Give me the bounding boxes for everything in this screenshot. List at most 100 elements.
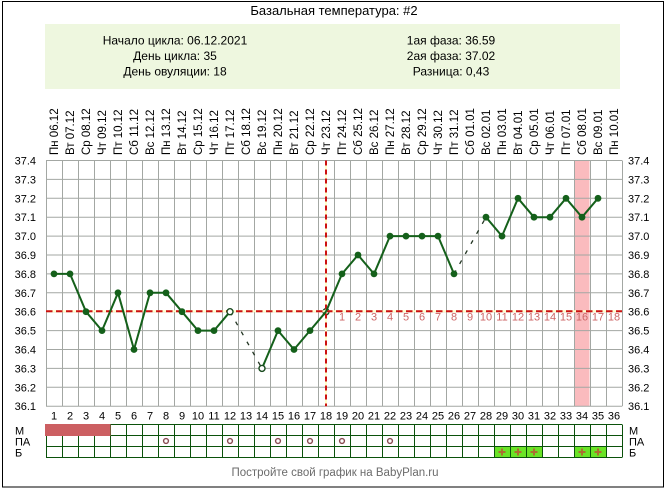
svg-text:Ср 05.01: Ср 05.01 — [529, 108, 541, 155]
svg-text:37.1: 37.1 — [15, 212, 36, 224]
svg-text:36.1: 36.1 — [628, 401, 649, 413]
svg-text:6: 6 — [419, 312, 425, 324]
svg-text:37.0: 37.0 — [628, 231, 649, 243]
svg-text:36.7: 36.7 — [15, 288, 36, 300]
svg-text:28: 28 — [480, 411, 492, 423]
svg-text:1: 1 — [51, 411, 57, 423]
svg-text:10: 10 — [192, 411, 204, 423]
svg-text:Сб 18.12: Сб 18.12 — [241, 108, 253, 155]
svg-text:12: 12 — [512, 312, 524, 324]
svg-text:Разница: 0,43: Разница: 0,43 — [413, 65, 490, 79]
svg-text:34: 34 — [576, 411, 588, 423]
svg-text:Вт 04.01: Вт 04.01 — [513, 110, 525, 155]
svg-text:8: 8 — [451, 312, 457, 324]
svg-text:36.3: 36.3 — [628, 363, 649, 375]
svg-text:Пн 13.12: Пн 13.12 — [161, 108, 173, 155]
svg-text:24: 24 — [416, 411, 428, 423]
svg-text:36.5: 36.5 — [15, 326, 36, 338]
svg-text:Ср 22.12: Ср 22.12 — [305, 108, 317, 155]
svg-text:5: 5 — [403, 312, 409, 324]
svg-text:12: 12 — [224, 411, 236, 423]
svg-text:29: 29 — [496, 411, 508, 423]
svg-text:Вс 12.12: Вс 12.12 — [145, 110, 157, 155]
svg-text:2: 2 — [355, 312, 361, 324]
svg-text:10: 10 — [480, 312, 492, 324]
svg-text:36.2: 36.2 — [628, 382, 649, 394]
svg-text:Вс 26.12: Вс 26.12 — [369, 110, 381, 155]
svg-text:36.9: 36.9 — [628, 250, 649, 262]
svg-text:9: 9 — [179, 411, 185, 423]
svg-text:День цикла: 35: День цикла: 35 — [133, 49, 217, 63]
svg-text:36.6: 36.6 — [15, 307, 36, 319]
svg-text:Пт 24.12: Пт 24.12 — [337, 109, 349, 155]
svg-text:2ая фаза: 37.02: 2ая фаза: 37.02 — [407, 49, 496, 63]
svg-text:1ая фаза: 36.59: 1ая фаза: 36.59 — [407, 34, 496, 48]
svg-text:9: 9 — [467, 312, 473, 324]
svg-text:Сб 08.01: Сб 08.01 — [577, 108, 589, 155]
svg-text:16: 16 — [576, 312, 588, 324]
svg-text:19: 19 — [336, 411, 348, 423]
svg-text:14: 14 — [256, 411, 268, 423]
svg-text:ПА: ПА — [629, 437, 645, 449]
svg-text:36.5: 36.5 — [628, 326, 649, 338]
svg-text:Пн 10.01: Пн 10.01 — [609, 108, 621, 155]
svg-text:21: 21 — [368, 411, 380, 423]
svg-text:Ср 08.12: Ср 08.12 — [81, 108, 93, 155]
svg-text:Ср 15.12: Ср 15.12 — [193, 108, 205, 155]
svg-text:День овуляции: 18: День овуляции: 18 — [123, 65, 227, 79]
svg-text:Пт 17.12: Пт 17.12 — [225, 109, 237, 155]
svg-text:36.1: 36.1 — [15, 401, 36, 413]
svg-text:36.9: 36.9 — [15, 250, 36, 262]
svg-text:18: 18 — [608, 312, 620, 324]
svg-text:11: 11 — [496, 312, 507, 324]
svg-text:Вс 02.01: Вс 02.01 — [481, 110, 493, 155]
svg-text:Б: Б — [15, 448, 22, 460]
svg-text:36.3: 36.3 — [15, 363, 36, 375]
svg-text:31: 31 — [528, 411, 540, 423]
svg-text:Пн 20.12: Пн 20.12 — [273, 108, 285, 155]
svg-text:23: 23 — [400, 411, 412, 423]
svg-text:36: 36 — [608, 411, 620, 423]
svg-text:Пн 27.12: Пн 27.12 — [385, 108, 397, 155]
svg-text:22: 22 — [384, 411, 396, 423]
svg-text:Чт 06.01: Чт 06.01 — [545, 110, 557, 155]
svg-text:37.4: 37.4 — [15, 156, 36, 168]
svg-text:20: 20 — [352, 411, 364, 423]
svg-text:5: 5 — [115, 411, 121, 423]
svg-text:4: 4 — [387, 312, 393, 324]
svg-text:13: 13 — [240, 411, 252, 423]
svg-text:М: М — [629, 426, 638, 438]
svg-text:26: 26 — [448, 411, 460, 423]
svg-text:7: 7 — [147, 411, 153, 423]
svg-text:17: 17 — [592, 312, 604, 324]
svg-text:30: 30 — [512, 411, 524, 423]
svg-text:11: 11 — [208, 411, 219, 423]
svg-text:Чт 23.12: Чт 23.12 — [321, 110, 333, 155]
svg-text:Сб 01.01: Сб 01.01 — [465, 108, 477, 155]
svg-text:17: 17 — [304, 411, 316, 423]
svg-text:Начало цикла: 06.12.2021: Начало цикла: 06.12.2021 — [103, 34, 248, 48]
svg-text:Постройте свой график на BabyP: Постройте свой график на BabyPlan.ru — [231, 467, 438, 479]
svg-text:15: 15 — [560, 312, 572, 324]
svg-text:3: 3 — [83, 411, 89, 423]
svg-text:Пт 07.01: Пт 07.01 — [561, 109, 573, 155]
svg-text:37.1: 37.1 — [628, 212, 649, 224]
svg-text:Вс 09.01: Вс 09.01 — [593, 110, 605, 155]
svg-text:М: М — [15, 426, 24, 438]
svg-text:37.4: 37.4 — [628, 156, 649, 168]
svg-text:16: 16 — [288, 411, 300, 423]
svg-text:Вт 28.12: Вт 28.12 — [401, 110, 413, 155]
svg-text:18: 18 — [320, 411, 332, 423]
svg-text:Чт 30.12: Чт 30.12 — [433, 110, 445, 155]
svg-text:7: 7 — [435, 312, 441, 324]
svg-text:3: 3 — [371, 312, 377, 324]
svg-text:36.2: 36.2 — [15, 382, 36, 394]
svg-text:35: 35 — [592, 411, 604, 423]
svg-text:Чт 09.12: Чт 09.12 — [97, 110, 109, 155]
svg-text:Сб 11.12: Сб 11.12 — [129, 109, 141, 155]
svg-text:14: 14 — [544, 312, 556, 324]
svg-text:13: 13 — [528, 312, 540, 324]
svg-text:1: 1 — [339, 312, 345, 324]
svg-text:36.4: 36.4 — [628, 345, 649, 357]
svg-text:36.8: 36.8 — [628, 269, 649, 281]
